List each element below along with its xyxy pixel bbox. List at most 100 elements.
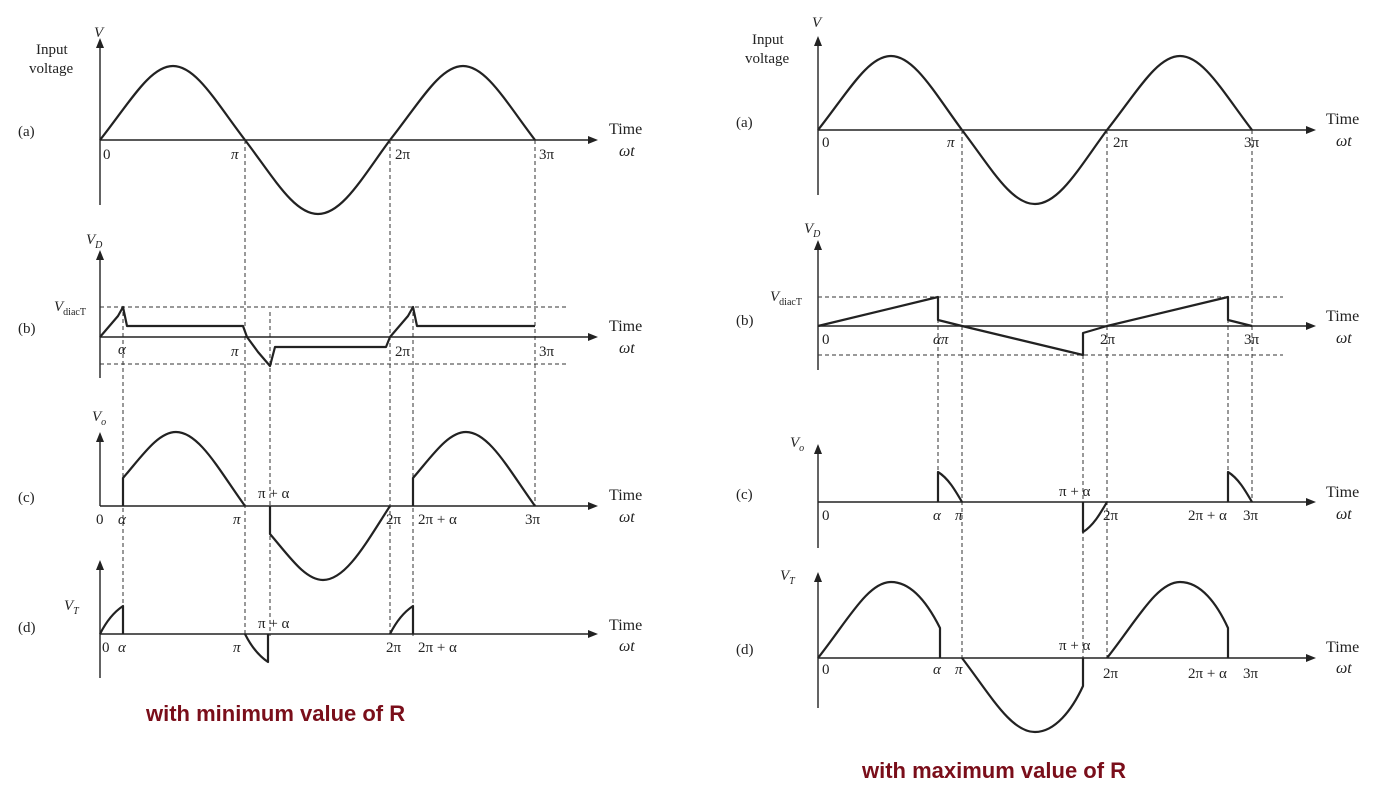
left-d-ylabel: VT	[64, 598, 80, 617]
right-a-tick-3pi: 3π	[1244, 135, 1260, 151]
left-guides	[122, 140, 536, 636]
right-a-ylabel: V	[812, 15, 823, 31]
left-a-xlabel-wt: ωt	[619, 143, 635, 160]
right-a-tick-0: 0	[822, 135, 830, 151]
right-a-xlabel-wt: ωt	[1336, 133, 1352, 150]
left-d-seg-3	[389, 604, 415, 635]
left-a-tag: (a)	[18, 124, 35, 140]
right-c-tick-0: 0	[822, 508, 830, 524]
right-a-tick-pi: π	[947, 135, 955, 151]
right-a-sine-wave	[817, 54, 1253, 206]
right-c-tick-pialpha: π + α	[1059, 484, 1091, 500]
left-b-y-arrow	[96, 250, 104, 260]
left-d-tick-0: 0	[102, 640, 110, 656]
right-panel-c: Vo (c) Time ωt 0 α π π + α 2π 2π + α 3π	[736, 435, 1359, 548]
right-c-pulse-2	[1081, 501, 1108, 534]
right-b-xlabel-wt: ωt	[1336, 330, 1352, 347]
left-a-ylabel: V	[94, 25, 105, 41]
left-b-tick-3pi: 3π	[539, 344, 555, 360]
right-d-xlabel-time: Time	[1326, 639, 1359, 656]
left-c-tick-pialpha: π + α	[258, 486, 290, 502]
left-panel-c: Vo (c) Time ωt 0 α π π + α 2π 2π + α 3π	[18, 409, 642, 582]
right-b-y-arrow	[814, 240, 822, 250]
left-b-tick-2pi: 2π	[395, 344, 411, 360]
left-a-desc-1: Input	[36, 42, 68, 58]
right-a-tick-2pi: 2π	[1113, 135, 1129, 151]
right-a-tag: (a)	[736, 115, 753, 131]
left-c-xlabel-time: Time	[609, 487, 642, 504]
left-b-tick-alpha: α	[118, 342, 127, 358]
left-panel-a: V Input voltage (a) Time ωt 0 π 2π 3π	[18, 25, 642, 216]
right-c-ylabel: Vo	[790, 435, 804, 454]
right-d-tick-pi: π	[955, 662, 963, 678]
left-c-tag: (c)	[18, 490, 35, 506]
left-c-tick-3pi: 3π	[525, 512, 541, 528]
left-b-tick-pi: π	[231, 344, 239, 360]
right-d-ylabel: VT	[780, 568, 796, 587]
left-figure: V Input voltage (a) Time ωt 0 π 2π 3π VD…	[18, 25, 642, 726]
left-b-vd-wave	[99, 305, 535, 368]
right-d-x-arrow	[1306, 654, 1316, 662]
right-b-tick-alphapi: απ	[933, 332, 949, 348]
right-d-tick-3pi: 3π	[1243, 666, 1259, 682]
left-d-tick-pi: π	[233, 640, 241, 656]
left-a-tick-pi: π	[231, 147, 239, 163]
right-c-x-arrow	[1306, 498, 1316, 506]
right-c-tick-3pi: 3π	[1243, 508, 1259, 524]
left-d-xlabel-time: Time	[609, 617, 642, 634]
left-d-y-arrow	[96, 560, 104, 570]
left-c-xlabel-wt: ωt	[619, 509, 635, 526]
left-c-neg-half	[268, 505, 391, 582]
right-d-seg-2	[961, 657, 1085, 734]
left-d-tick-2pialpha: 2π + α	[418, 640, 457, 656]
right-d-tick-alpha: α	[933, 662, 942, 678]
right-c-pulse-1	[936, 470, 963, 503]
right-panel-a: V Input voltage (a) Time ωt 0 π 2π 3π	[736, 15, 1359, 206]
left-a-xlabel-time: Time	[609, 121, 642, 138]
right-figure: V Input voltage (a) Time ωt 0 π 2π 3π VD…	[736, 15, 1359, 783]
right-d-tick-pialpha: π + α	[1059, 638, 1091, 654]
left-a-tick-2pi: 2π	[395, 147, 411, 163]
right-a-desc-1: Input	[752, 32, 784, 48]
left-panel-b: VD VdiacT (b) Time ωt α π 2π 3π	[18, 232, 642, 378]
left-a-sine-wave	[99, 64, 536, 216]
left-panel-d: VT (d) Time ωt 0 α π π + α 2π 2π + α	[18, 560, 642, 678]
left-a-tick-0: 0	[103, 147, 111, 163]
left-b-xlabel-wt: ωt	[619, 340, 635, 357]
right-c-tick-pi: π	[955, 508, 963, 524]
right-b-tick-0: 0	[822, 332, 830, 348]
left-c-tick-alpha: α	[118, 512, 127, 528]
left-b-tag: (b)	[18, 321, 36, 337]
right-a-desc-2: voltage	[745, 51, 789, 67]
left-b-x-arrow	[588, 333, 598, 341]
right-d-y-arrow	[814, 572, 822, 582]
right-b-tick-3pi: 3π	[1244, 332, 1260, 348]
right-c-tick-alpha: α	[933, 508, 942, 524]
right-b-tag: (b)	[736, 313, 754, 329]
right-b-x-arrow	[1306, 322, 1316, 330]
right-d-xlabel-wt: ωt	[1336, 660, 1352, 677]
left-caption: with minimum value of R	[145, 701, 405, 726]
right-b-level-label: VdiacT	[770, 289, 802, 308]
left-c-tick-2pialpha: 2π + α	[418, 512, 457, 528]
right-d-tick-2pi: 2π	[1103, 666, 1119, 682]
right-b-tick-2pi: 2π	[1100, 332, 1116, 348]
left-b-ylabel: VD	[86, 232, 103, 251]
right-panel-b: VD VdiacT (b) Time ωt 0 απ 2π 3π	[736, 221, 1359, 370]
left-a-tick-3pi: 3π	[539, 147, 555, 163]
left-d-tag: (d)	[18, 620, 36, 636]
left-d-tick-alpha: α	[118, 640, 127, 656]
left-b-xlabel-time: Time	[609, 318, 642, 335]
left-a-x-arrow	[588, 136, 598, 144]
left-b-level-label: VdiacT	[54, 299, 86, 318]
left-d-xlabel-wt: ωt	[619, 638, 635, 655]
left-d-tick-pialpha: π + α	[258, 616, 290, 632]
left-a-desc-2: voltage	[29, 61, 73, 77]
right-a-y-arrow	[814, 36, 822, 46]
right-d-seg-1	[817, 580, 942, 659]
right-b-vd-wave	[817, 295, 1253, 357]
right-guides	[937, 130, 1253, 658]
right-c-xlabel-time: Time	[1326, 484, 1359, 501]
left-c-ylabel: Vo	[92, 409, 106, 428]
